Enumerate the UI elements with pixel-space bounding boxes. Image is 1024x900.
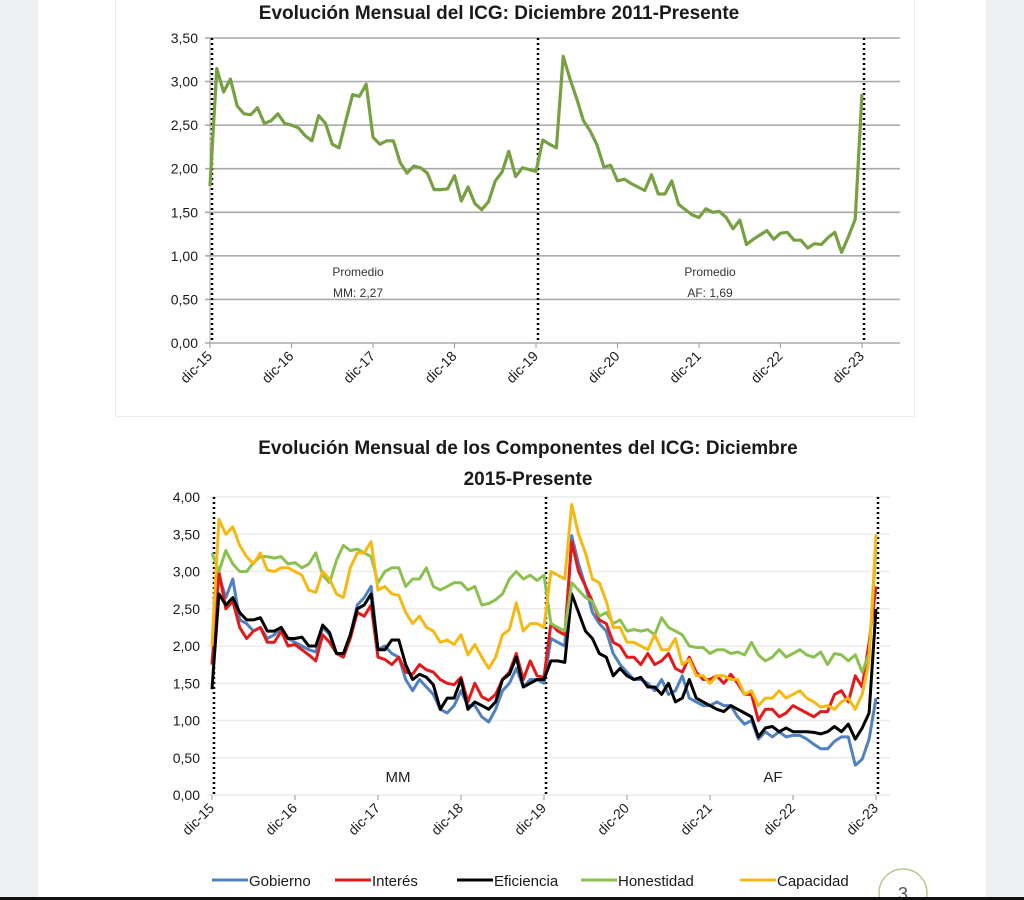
y-tick-label: 3,50 <box>171 30 198 46</box>
x-tick-label: dic-22 <box>747 348 785 386</box>
icg-monthly-chart: Evolución Mensual del ICG: Diciembre 201… <box>171 3 900 386</box>
chart1-frame <box>115 0 915 417</box>
y-tick-label: 2,50 <box>171 117 198 133</box>
x-tick-label: dic-15 <box>177 348 215 386</box>
x-tick-label: dic-19 <box>503 348 541 386</box>
bottom-edge-bar <box>0 897 1024 900</box>
x-tick-label: dic-20 <box>584 348 622 386</box>
y-tick-label: 0,00 <box>171 335 198 351</box>
chart1-annotation-mm-line2: MM: 2,27 <box>333 286 383 300</box>
chart1-annotation-mm-line1: Promedio <box>332 265 384 279</box>
series-line-icg <box>208 54 864 254</box>
x-tick-label: dic-16 <box>258 348 296 386</box>
x-tick-label: dic-17 <box>340 348 378 386</box>
x-tick-label: dic-23 <box>829 348 867 386</box>
y-tick-label: 1,00 <box>171 248 198 264</box>
y-tick-label: 3,00 <box>171 74 198 90</box>
y-tick-label: 0,50 <box>171 291 198 307</box>
x-tick-label: dic-18 <box>421 348 459 386</box>
chart1-annotation-af-line1: Promedio <box>684 265 736 279</box>
y-tick-label: 2,00 <box>171 161 198 177</box>
x-tick-label: dic-21 <box>666 348 704 386</box>
chart1-annotation-af-line2: AF: 1,69 <box>687 286 733 300</box>
y-tick-label: 1,50 <box>171 204 198 220</box>
chart1-title: Evolución Mensual del ICG: Diciembre 201… <box>259 3 739 24</box>
